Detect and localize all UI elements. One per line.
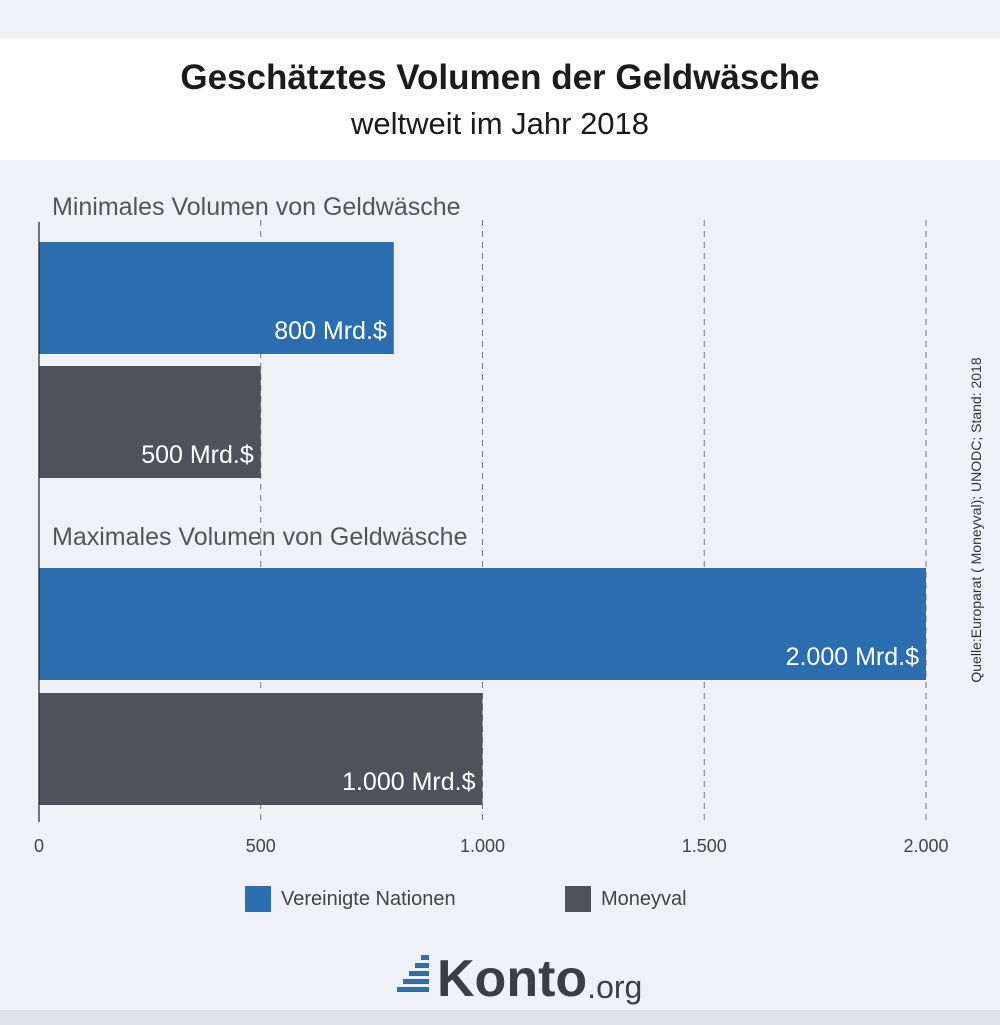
logo-tld: .org <box>587 969 643 1005</box>
data-label-un-0: 800 Mrd.$ <box>274 317 387 345</box>
konto-logo: Konto .org <box>395 945 642 1005</box>
x-tick-label-0: 0 <box>34 836 44 856</box>
bottom-bar <box>0 1010 1000 1025</box>
legend-item-moneyval: Moneyval <box>565 884 687 914</box>
bar-un-1 <box>39 568 926 680</box>
data-label-moneyval-1: 1.000 Mrd.$ <box>342 768 476 796</box>
chart-subtitle: weltweit im Jahr 2018 <box>350 106 650 141</box>
legend-label-moneyval: Moneyval <box>601 887 687 910</box>
bar-un-0 <box>39 242 394 354</box>
source-note: Quelle:Europarat ( Moneyval); UNODC; Sta… <box>968 357 984 683</box>
x-tick-label-3: 1.500 <box>682 836 727 856</box>
x-tick-label-2: 1.000 <box>460 836 505 856</box>
data-label-moneyval-0: 500 Mrd.$ <box>141 441 254 469</box>
logo-wordmark: Konto <box>437 950 588 1008</box>
group-label-1: Maximales Volumen von Geldwäsche <box>52 523 467 551</box>
x-tick-label-4: 2.000 <box>903 836 948 856</box>
bar-moneyval-1 <box>39 693 483 805</box>
x-tick-label-1: 500 <box>246 836 276 856</box>
chart-title: Geschätztes Volumen der Geldwäsche <box>180 58 820 97</box>
stair-bars-icon <box>397 955 429 992</box>
legend-swatch-moneyval <box>565 886 591 912</box>
legend-label-un: Vereinigte Nationen <box>281 887 456 910</box>
bar-moneyval-0 <box>39 366 261 478</box>
header: Geschätztes Volumen der Geldwäsche weltw… <box>0 38 1000 160</box>
group-label-0: Minimales Volumen von Geldwäsche <box>52 193 461 221</box>
legend-item-un: Vereinigte Nationen <box>245 884 456 914</box>
legend-swatch-un <box>245 886 271 912</box>
data-label-un-1: 2.000 Mrd.$ <box>786 643 920 671</box>
